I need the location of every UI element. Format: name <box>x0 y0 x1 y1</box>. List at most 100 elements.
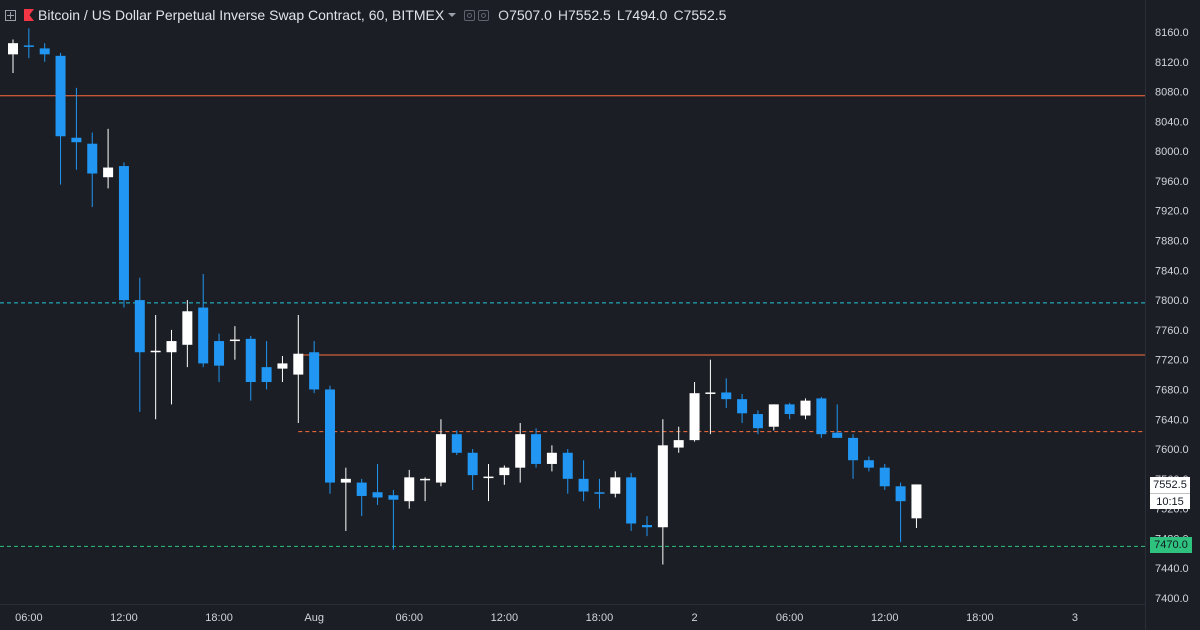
x-tick-label: 06:00 <box>395 612 423 624</box>
y-tick-label: 8120.0 <box>1155 57 1189 69</box>
candle-body <box>467 452 478 476</box>
candle-body <box>309 352 320 390</box>
y-tick-label: 7800.0 <box>1155 295 1189 307</box>
candle-body <box>673 440 684 448</box>
candle-body <box>626 477 637 524</box>
candle-body <box>87 143 98 174</box>
candle-body <box>388 495 399 500</box>
candle-body <box>546 452 557 464</box>
candle-body <box>451 434 462 453</box>
candle-body <box>420 478 431 481</box>
chart-header: Bitcoin / US Dollar Perpetual Inverse Sw… <box>0 0 1145 30</box>
candle-body <box>404 477 415 502</box>
candle-body <box>214 341 225 366</box>
y-tick-label: 8160.0 <box>1155 27 1189 39</box>
flag-icon[interactable] <box>24 9 34 21</box>
candle-body <box>39 48 50 55</box>
y-tick-label: 8080.0 <box>1155 87 1189 99</box>
candle-body <box>8 43 18 55</box>
candle-body <box>737 399 748 414</box>
candle-body <box>689 393 700 441</box>
candle-body <box>863 460 874 468</box>
candle-body <box>515 434 526 468</box>
candle-body <box>372 492 383 498</box>
candle-body <box>293 353 304 375</box>
candle-body <box>198 307 209 364</box>
x-tick-label: 3 <box>1072 612 1078 624</box>
y-tick-label: 7440.0 <box>1155 563 1189 575</box>
x-tick-label: Aug <box>304 612 324 624</box>
candle-body <box>895 486 906 502</box>
ohlc-high: H7552.5 <box>557 7 611 23</box>
candle-body <box>784 404 795 415</box>
candle-body <box>103 167 114 178</box>
y-tick-label: 7600.0 <box>1155 444 1189 456</box>
candle-body <box>340 478 351 483</box>
candle-body <box>911 484 922 519</box>
support-level-label: 7470.0 <box>1150 537 1192 553</box>
y-tick-label: 7760.0 <box>1155 325 1189 337</box>
settings-icon[interactable] <box>478 9 490 21</box>
candle-body <box>816 398 827 435</box>
candle-body <box>261 367 272 383</box>
x-tick-label: 12:00 <box>491 612 519 624</box>
candle-body <box>150 350 161 353</box>
y-tick-label: 7920.0 <box>1155 206 1189 218</box>
candle-body <box>277 363 288 369</box>
candle-body <box>166 341 177 353</box>
candle-body <box>848 437 859 461</box>
candle-body <box>879 467 890 487</box>
candle-body <box>594 492 605 494</box>
y-tick-label: 7880.0 <box>1155 236 1189 248</box>
candle-body <box>705 392 716 394</box>
candle-body <box>134 300 145 353</box>
x-tick-label: 06:00 <box>15 612 43 624</box>
candle-body <box>245 338 256 383</box>
ohlc-close: C7552.5 <box>673 7 727 23</box>
candle-body <box>118 166 129 301</box>
candle-body <box>325 389 335 483</box>
y-tick-label: 7400.0 <box>1155 593 1189 605</box>
y-tick-label: 7960.0 <box>1155 176 1189 188</box>
candle-body <box>562 452 573 479</box>
candle-body <box>55 55 66 137</box>
symbol-title[interactable]: Bitcoin / US Dollar Perpetual Inverse Sw… <box>38 7 445 23</box>
y-tick-label: 8000.0 <box>1155 146 1189 158</box>
candle-body <box>435 434 446 483</box>
candle-body <box>800 400 811 416</box>
candle-body <box>229 339 240 342</box>
y-tick-label: 7680.0 <box>1155 384 1189 396</box>
y-tick-label: 7640.0 <box>1155 414 1189 426</box>
candle-body <box>721 392 732 400</box>
candle-body <box>768 404 779 427</box>
y-tick-label: 7840.0 <box>1155 265 1189 277</box>
x-tick-label: 18:00 <box>205 612 233 624</box>
candle-body <box>657 445 668 528</box>
ohlc-low: L7494.0 <box>616 7 668 23</box>
expand-icon[interactable] <box>5 9 16 21</box>
ohlc-open: O7507.0 <box>498 7 552 23</box>
countdown-label: 10:15 <box>1150 493 1190 509</box>
visibility-icon[interactable] <box>464 9 476 21</box>
candle-body <box>752 414 763 429</box>
x-tick-label: 2 <box>691 612 697 624</box>
candle-body <box>182 311 193 345</box>
x-tick-label: 06:00 <box>776 612 804 624</box>
x-tick-label: 18:00 <box>586 612 614 624</box>
candle-body <box>356 482 367 496</box>
candle-body <box>71 137 82 143</box>
candle-body <box>23 45 34 47</box>
candle-body <box>483 476 494 479</box>
candle-body <box>832 432 843 438</box>
x-tick-label: 12:00 <box>871 612 899 624</box>
candle-body <box>578 478 589 492</box>
x-tick-label: 12:00 <box>110 612 138 624</box>
y-tick-label: 8040.0 <box>1155 116 1189 128</box>
x-tick-label: 18:00 <box>966 612 994 624</box>
y-tick-label: 7720.0 <box>1155 355 1189 367</box>
candle-body <box>642 525 652 528</box>
candle-body <box>610 477 621 494</box>
chevron-down-icon[interactable] <box>448 13 457 17</box>
candle-body <box>499 467 510 476</box>
